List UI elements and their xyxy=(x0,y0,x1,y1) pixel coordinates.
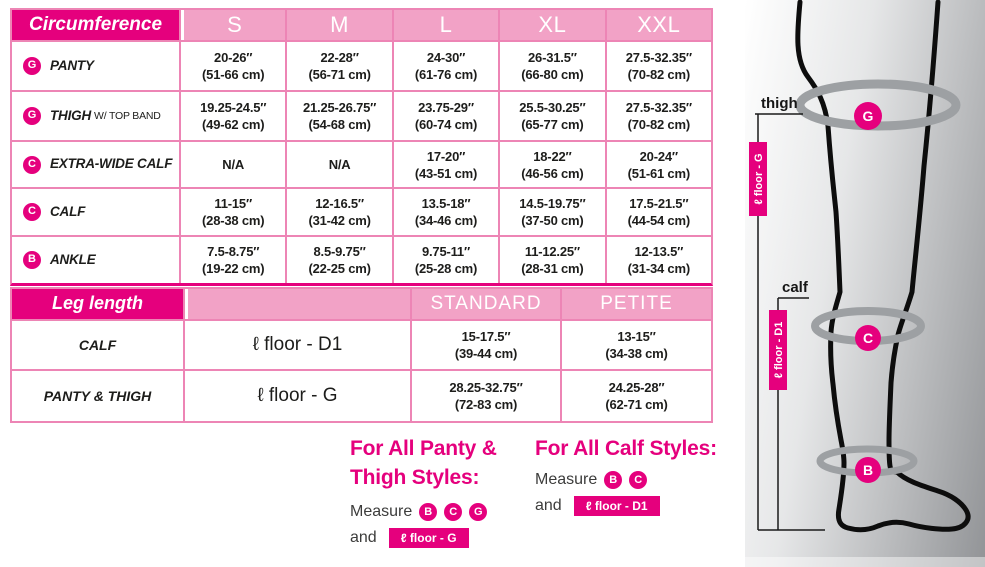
formula-floor-d1: ℓ floor - D1 xyxy=(185,321,410,369)
b-marker-badge: B xyxy=(23,251,41,269)
leg-row-label-calf: CALF xyxy=(12,321,183,369)
leg-length-header-spacer xyxy=(185,289,410,319)
row-label-text: PANTY xyxy=(50,57,94,73)
leg-length-table-title: Leg length xyxy=(12,289,183,319)
row-label-ankle: B ANKLE xyxy=(12,237,179,283)
size-cell-calf-s: 11-15″ (28-38 cm) xyxy=(181,189,286,235)
size-cell-panty-xxl: 27.5-32.35″ (70-82 cm) xyxy=(606,42,711,90)
row-label-panty: G PANTY xyxy=(12,42,179,90)
floor-g-length-badge xyxy=(749,142,767,216)
size-cell-ankle-s: 7.5-8.75″ (19-22 cm) xyxy=(181,237,286,283)
leg-cell-panty-petite: 24.25-28″ (62-71 cm) xyxy=(562,371,711,421)
size-cell-ewc-s: N/A xyxy=(181,142,286,187)
row-label-text: THIGH xyxy=(50,107,91,123)
size-cell-thigh-xl: 25.5-30.25″ (65-77 cm) xyxy=(500,92,605,140)
and-line: and ℓ floor - D1 xyxy=(535,496,735,516)
size-cell-calf-l: 13.5-18″ (34-46 cm) xyxy=(393,189,499,235)
floor-d1-formula-badge: ℓ floor - D1 xyxy=(573,496,660,516)
column-header-m: M xyxy=(287,10,392,40)
leg-length-table: Leg length STANDARD PETITE CALF ℓ floor … xyxy=(10,287,713,423)
floor-d1-length-badge xyxy=(769,310,787,390)
g-marker-letter: G xyxy=(863,108,874,124)
c-marker-badge: C xyxy=(23,203,41,221)
note-calf-styles: For All Calf Styles: Measure B C and ℓ f… xyxy=(535,434,735,516)
size-cell-thigh-l: 23.75-29″ (60-74 cm) xyxy=(393,92,499,140)
leg-row-label-panty-thigh: PANTY & THIGH xyxy=(12,371,183,421)
size-cell-panty-xl: 26-31.5″ (66-80 cm) xyxy=(500,42,605,90)
g-marker-badge: G xyxy=(23,107,41,125)
g-marker-badge: G xyxy=(23,57,41,75)
size-cell-thigh-s: 19.25-24.5″ (49-62 cm) xyxy=(181,92,286,140)
b-marker-badge: B xyxy=(419,503,438,521)
note-title: For All Calf Styles: xyxy=(535,437,717,460)
c-marker-badge: C xyxy=(629,471,648,489)
leg-front-outline xyxy=(795,0,971,533)
b-marker xyxy=(855,457,881,483)
size-cell-panty-s: 20-26″ (51-66 cm) xyxy=(181,42,286,90)
leg-cell-calf-petite: 13-15″ (34-38 cm) xyxy=(562,321,711,369)
measure-line: Measure B C xyxy=(535,471,735,489)
size-cell-panty-l: 24-30″ (61-76 cm) xyxy=(393,42,499,90)
measure-line: Measure B C G xyxy=(350,503,535,521)
and-line: and ℓ floor - G xyxy=(350,528,535,548)
column-header-l: L xyxy=(393,10,499,40)
size-cell-ewc-xl: 18-22″ (46-56 cm) xyxy=(500,142,605,187)
column-header-s: S xyxy=(181,10,286,40)
size-cell-calf-m: 12-16.5″ (31-42 cm) xyxy=(287,189,392,235)
size-cell-ankle-xxl: 12-13.5″ (31-34 cm) xyxy=(606,237,711,283)
leg-cell-panty-standard: 28.25-32.75″ (72-83 cm) xyxy=(412,371,560,421)
note-title: For All Panty & Thigh Styles: xyxy=(350,437,497,489)
floor-g-length-label: ℓ floor - G xyxy=(753,153,765,204)
size-cell-ewc-l: 17-20″ (43-51 cm) xyxy=(393,142,499,187)
leg-back-outline xyxy=(886,0,941,475)
circumference-table-title: Circumference xyxy=(12,10,179,40)
c-marker-badge: C xyxy=(444,503,463,521)
b-marker-letter: B xyxy=(863,462,873,478)
formula-floor-g: ℓ floor - G xyxy=(185,371,410,421)
size-cell-ewc-m: N/A xyxy=(287,142,392,187)
calf-label: calf xyxy=(782,279,809,296)
thigh-label: thigh xyxy=(761,95,798,112)
thigh-band xyxy=(795,79,961,131)
c-marker-badge: C xyxy=(23,155,41,174)
size-cell-calf-xxl: 17.5-21.5″ (44-54 cm) xyxy=(606,189,711,235)
leg-illustration: thigh calf ℓ floor - G ℓ floor - D1 G C … xyxy=(749,0,971,533)
note-panty-thigh-styles: For All Panty & Thigh Styles: Measure B … xyxy=(350,434,535,548)
row-label-calf: C CALF xyxy=(12,189,179,235)
row-label-text: EXTRA-WIDE CALF xyxy=(50,156,173,172)
floor-g-formula-badge: ℓ floor - G xyxy=(388,528,469,548)
b-marker-badge: B xyxy=(604,471,623,489)
column-header-xxl: XXL xyxy=(606,10,711,40)
size-cell-ankle-m: 8.5-9.75″ (22-25 cm) xyxy=(287,237,392,283)
size-cell-panty-m: 22-28″ (56-71 cm) xyxy=(287,42,392,90)
c-marker xyxy=(855,325,881,351)
leg-measurement-diagram: thigh calf ℓ floor - G ℓ floor - D1 G C … xyxy=(745,0,985,567)
row-sublabel-text: W/ TOP BAND xyxy=(94,109,161,122)
row-label-text: ANKLE xyxy=(50,251,96,267)
g-marker-badge: G xyxy=(469,503,488,521)
measurement-lines xyxy=(755,113,825,531)
g-marker xyxy=(854,102,882,130)
column-header-petite: PETITE xyxy=(562,289,711,319)
floor-d1-length-label: ℓ floor - D1 xyxy=(773,322,785,379)
size-cell-thigh-xxl: 27.5-32.35″ (70-82 cm) xyxy=(606,92,711,140)
row-label-text: CALF xyxy=(50,203,86,219)
size-cell-calf-xl: 14.5-19.75″ (37-50 cm) xyxy=(500,189,605,235)
leg-cell-calf-standard: 15-17.5″ (39-44 cm) xyxy=(412,321,560,369)
size-cell-ewc-xxl: 20-24″ (51-61 cm) xyxy=(606,142,711,187)
row-label-thigh: G THIGH W/ TOP BAND xyxy=(12,92,179,140)
size-cell-ankle-l: 9.75-11″ (25-28 cm) xyxy=(393,237,499,283)
column-header-xl: XL xyxy=(500,10,605,40)
circumference-table: Circumference S M L XL XXL G PANTY 20-26… xyxy=(10,8,713,286)
column-header-standard: STANDARD xyxy=(412,289,560,319)
row-label-extra-wide-calf: C EXTRA-WIDE CALF xyxy=(12,142,179,187)
size-cell-thigh-m: 21.25-26.75″ (54-68 cm) xyxy=(287,92,392,140)
size-cell-ankle-xl: 11-12.25″ (28-31 cm) xyxy=(500,237,605,283)
c-marker-letter: C xyxy=(863,330,873,346)
